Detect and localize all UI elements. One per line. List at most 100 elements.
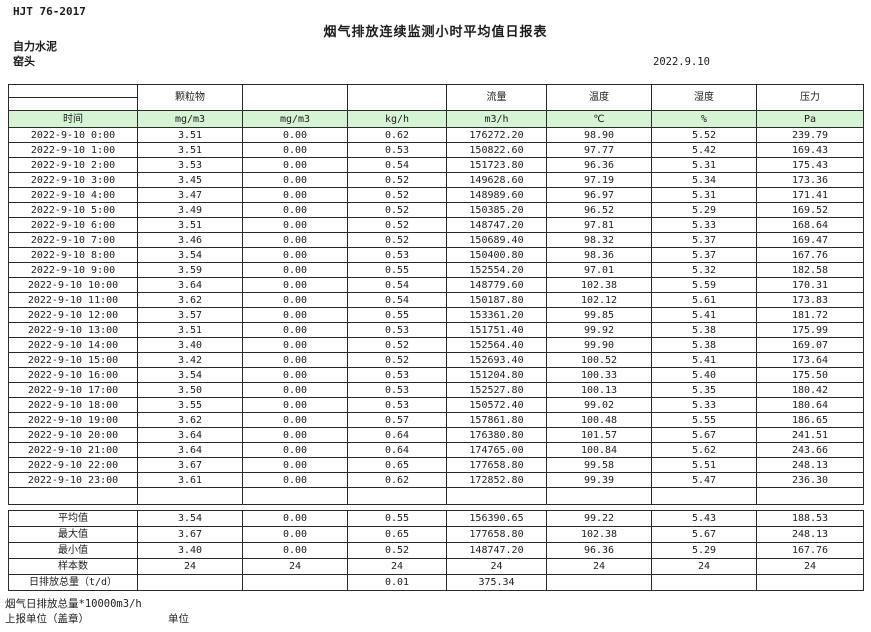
row-label-cell: 2022-9-10 5:00: [8, 202, 138, 218]
value-cell: 167.76: [756, 247, 864, 263]
units-row: 时间 mg/m3 mg/m3 kg/h m3/h ℃ % Pa: [8, 110, 864, 128]
row-label-cell: 2022-9-10 2:00: [8, 157, 138, 173]
value-cell: 0.54: [347, 277, 447, 293]
empty-cell: [242, 487, 348, 505]
value-cell: 170.31: [756, 277, 864, 293]
unit-cell: kg/h: [347, 110, 447, 128]
value-cell: 236.30: [756, 472, 864, 488]
value-cell: 100.13: [546, 382, 652, 398]
value-cell: 174765.00: [446, 442, 547, 458]
hourly-data-table: 颗粒物 流量 温度 湿度 压力 时间 mg/m3 mg/m3 kg/h m3/h…: [8, 84, 864, 505]
value-cell: 0.65: [347, 457, 447, 473]
empty-cell: [347, 487, 447, 505]
empty-cell: [651, 487, 757, 505]
unit-cell: Pa: [756, 110, 864, 128]
value-cell: 5.37: [651, 247, 757, 263]
value-cell: 5.31: [651, 187, 757, 203]
table-row: 2022-9-10 5:00 3.49 0.00 0.52 150385.20 96.52…: [8, 202, 864, 218]
value-cell: 248.13: [756, 457, 864, 473]
value-cell: 0.00: [242, 127, 348, 143]
unit-cell: m3/h: [446, 110, 547, 128]
value-cell: 186.65: [756, 412, 864, 428]
value-cell: 97.81: [546, 217, 652, 233]
value-cell: 3.57: [137, 307, 243, 323]
table-row: 2022-9-10 0:00 3.51 0.00 0.62 176272.20 98.90…: [8, 127, 864, 143]
value-cell: 3.51: [137, 322, 243, 338]
row-label-cell: 2022-9-10 19:00: [8, 412, 138, 428]
value-cell: 3.67: [137, 457, 243, 473]
value-cell: 5.35: [651, 382, 757, 398]
time-header-cell: 时间: [8, 110, 138, 128]
row-label-cell: 2022-9-10 12:00: [8, 307, 138, 323]
value-cell: 180.42: [756, 382, 864, 398]
value-cell: 150385.20: [446, 202, 547, 218]
value-cell: 0.53: [347, 397, 447, 413]
value-cell: 5.41: [651, 352, 757, 368]
row-label-cell: 2022-9-10 17:00: [8, 382, 138, 398]
value-cell: [242, 574, 348, 591]
row-label-cell: 2022-9-10 13:00: [8, 322, 138, 338]
table-row: 2022-9-10 14:00 3.40 0.00 0.52 152564.40 99.9…: [8, 337, 864, 353]
value-cell: 148989.60: [446, 187, 547, 203]
value-cell: 0.00: [242, 217, 348, 233]
value-cell: 5.33: [651, 397, 757, 413]
row-label-cell: 2022-9-10 9:00: [8, 262, 138, 278]
value-cell: 24: [756, 558, 864, 575]
value-cell: 3.64: [137, 277, 243, 293]
value-cell: 150400.80: [446, 247, 547, 263]
value-cell: 176380.80: [446, 427, 547, 443]
value-cell: 248.13: [756, 526, 864, 543]
value-cell: 0.00: [242, 262, 348, 278]
summary-row: 日排放总量（t/d） 0.01 375.34: [8, 574, 864, 591]
col-header-humidity: 湿度: [651, 84, 757, 111]
row-label-cell: 2022-9-10 0:00: [8, 127, 138, 143]
value-cell: 188.53: [756, 510, 864, 527]
row-label-cell: 最小值: [8, 542, 138, 559]
table-row: 2022-9-10 13:00 3.51 0.00 0.53 151751.40 99.9…: [8, 322, 864, 338]
value-cell: 150689.40: [446, 232, 547, 248]
value-cell: 151723.80: [446, 157, 547, 173]
value-cell: 168.64: [756, 217, 864, 233]
value-cell: 175.50: [756, 367, 864, 383]
row-label-cell: 2022-9-10 14:00: [8, 337, 138, 353]
value-cell: 180.64: [756, 397, 864, 413]
empty-cell: [446, 487, 547, 505]
value-cell: 181.72: [756, 307, 864, 323]
value-cell: 0.54: [347, 292, 447, 308]
report-unit-label: 上报单位（盖章）: [5, 613, 89, 625]
value-cell: 97.01: [546, 262, 652, 278]
value-cell: 5.47: [651, 472, 757, 488]
value-cell: 3.51: [137, 142, 243, 158]
row-label-cell: 2022-9-10 1:00: [8, 142, 138, 158]
row-label-cell: 2022-9-10 11:00: [8, 292, 138, 308]
value-cell: 177658.80: [446, 526, 547, 543]
value-cell: 0.53: [347, 142, 447, 158]
value-cell: 0.00: [242, 457, 348, 473]
unit-cell: mg/m3: [137, 110, 243, 128]
value-cell: 169.43: [756, 142, 864, 158]
value-cell: 5.67: [651, 526, 757, 543]
header-empty-cell-2: [8, 97, 138, 111]
table-row: 2022-9-10 20:00 3.64 0.00 0.64 176380.80 101.…: [8, 427, 864, 443]
value-cell: 152527.80: [446, 382, 547, 398]
value-cell: 152564.40: [446, 337, 547, 353]
value-cell: 148747.20: [446, 542, 547, 559]
table-row: 2022-9-10 10:00 3.64 0.00 0.54 148779.60 102.…: [8, 277, 864, 293]
row-label-cell: 2022-9-10 20:00: [8, 427, 138, 443]
col-header-flow: 流量: [446, 84, 547, 111]
value-cell: 24: [546, 558, 652, 575]
value-cell: 99.58: [546, 457, 652, 473]
row-label-cell: 样本数: [8, 558, 138, 575]
value-cell: 169.47: [756, 232, 864, 248]
value-cell: 5.41: [651, 307, 757, 323]
value-cell: 5.40: [651, 367, 757, 383]
row-label-cell: 平均值: [8, 510, 138, 527]
value-cell: 3.42: [137, 352, 243, 368]
row-label-cell: 2022-9-10 3:00: [8, 172, 138, 188]
summary-row: 样本数 24 24 24 24 24 24 24: [8, 558, 864, 575]
value-cell: [756, 574, 864, 591]
value-cell: 239.79: [756, 127, 864, 143]
value-cell: 5.51: [651, 457, 757, 473]
value-cell: 24: [137, 558, 243, 575]
value-cell: 157861.80: [446, 412, 547, 428]
